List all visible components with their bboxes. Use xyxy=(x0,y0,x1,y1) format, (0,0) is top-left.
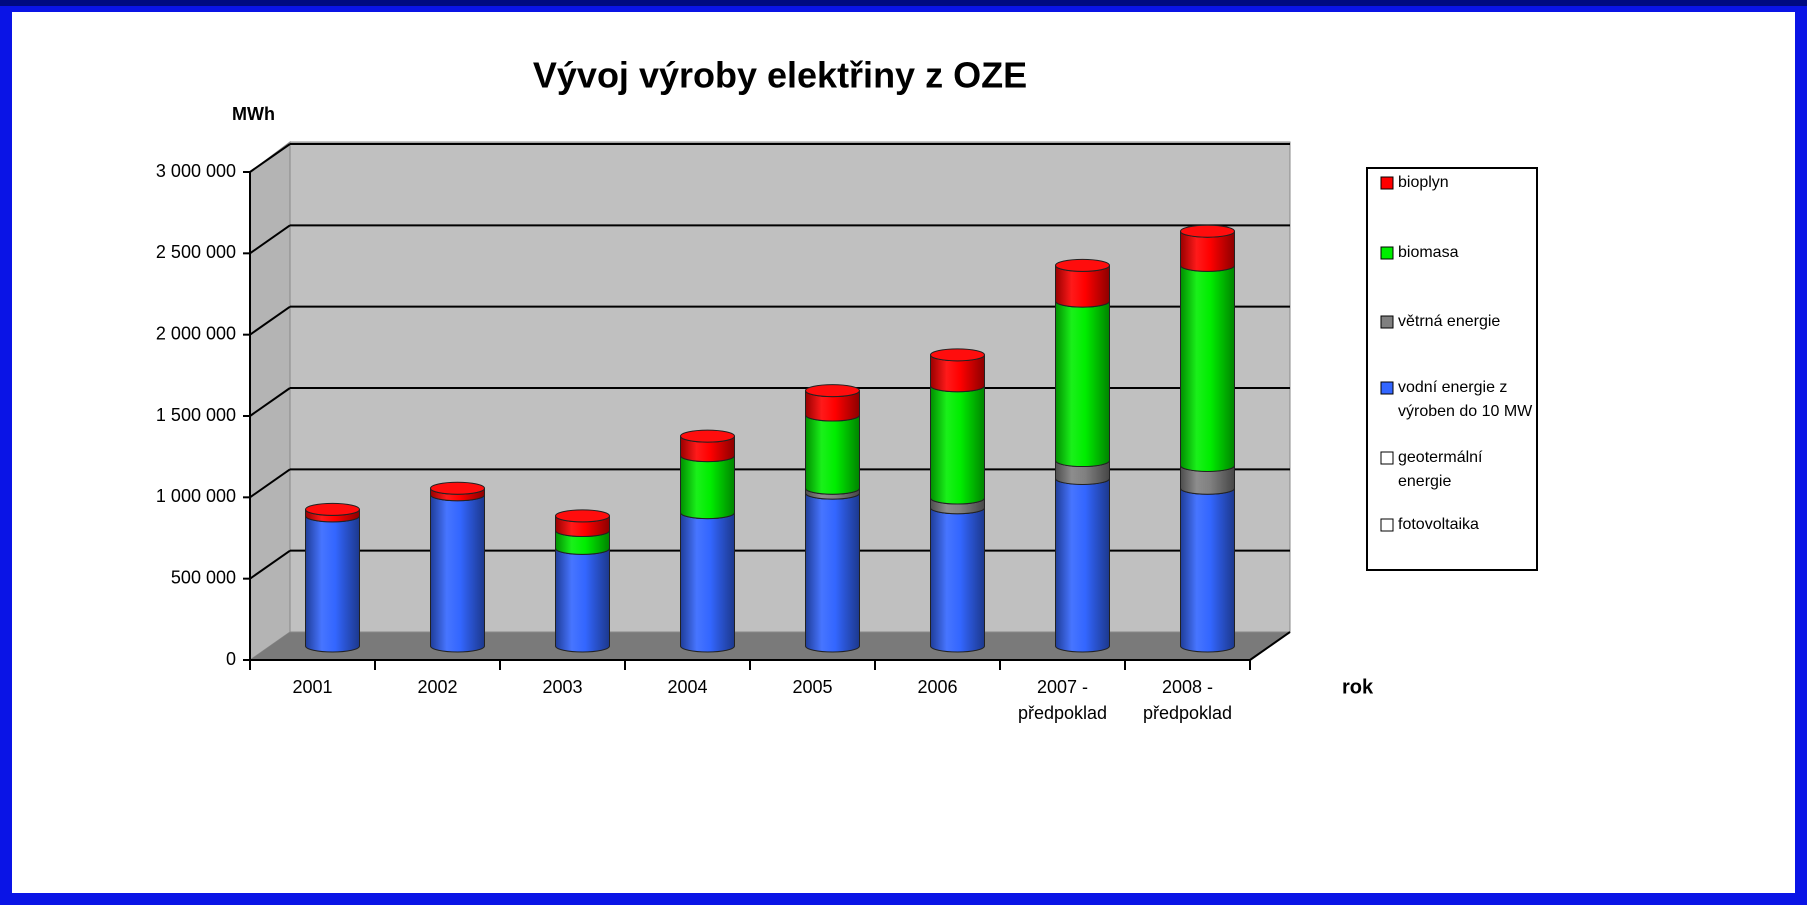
x-tick-label-box: 2005 xyxy=(792,677,833,697)
legend-label: geotermální energie xyxy=(1398,449,1483,490)
bar-cap xyxy=(680,429,735,443)
grid-line xyxy=(249,143,291,173)
grid-line xyxy=(249,224,291,255)
x-tick-label: 2006 xyxy=(917,677,958,697)
bar-cap xyxy=(930,348,985,362)
legend xyxy=(1366,167,1538,571)
y-tick-label: 1 000 000 xyxy=(156,486,236,506)
floor xyxy=(250,632,1290,660)
y-tick-label: 500 000 xyxy=(171,567,236,587)
legend-swatch xyxy=(1380,176,1394,190)
x-tick-label-box: 2004 xyxy=(667,677,708,697)
x-tick-label: 2001 xyxy=(292,677,333,697)
bar-cap xyxy=(430,481,485,495)
x-tick-label-box: 2003 xyxy=(542,677,583,697)
legend-label-box: větrná energie xyxy=(1398,313,1501,330)
bar-segment xyxy=(1180,265,1235,472)
legend-label: vodní energie z výroben do 10 MW xyxy=(1398,379,1533,420)
x-axis-label: rok xyxy=(1342,676,1374,698)
bar-cap xyxy=(1180,224,1235,238)
legend-label-box: geotermální energie xyxy=(1398,449,1483,490)
bar-segment xyxy=(1055,300,1110,468)
bar-segment xyxy=(680,512,735,653)
legend-label-box: vodní energie z výroben do 10 MW xyxy=(1398,379,1533,420)
y-tick-label: 2 000 000 xyxy=(156,323,236,343)
bar-segment xyxy=(805,492,860,653)
x-tick-label: 2003 xyxy=(542,677,583,697)
x-tick-label: 2005 xyxy=(792,677,833,697)
x-tick-label-box: 2002 xyxy=(417,677,458,697)
bar-segment xyxy=(1055,478,1110,653)
bar-segment xyxy=(555,548,610,653)
bar-cap xyxy=(1055,258,1110,272)
bar-cap xyxy=(805,384,860,398)
grid-line xyxy=(249,305,291,336)
x-tick-label: 2008 - předpoklad xyxy=(1142,677,1233,723)
legend-label: větrná energie xyxy=(1398,313,1501,330)
grid-line xyxy=(249,468,291,499)
grid-line xyxy=(249,549,291,580)
y-tick-label: 1 500 000 xyxy=(156,405,236,425)
y-tick-label: 3 000 000 xyxy=(156,161,236,181)
legend-swatch xyxy=(1380,381,1394,395)
bar-cap xyxy=(305,502,360,516)
back-wall xyxy=(250,142,1290,660)
legend-swatch xyxy=(1380,246,1394,260)
bar-segment xyxy=(430,494,485,653)
x-tick-label-box: 2007 - předpoklad xyxy=(1017,677,1108,723)
y-tick-label: 2 500 000 xyxy=(156,242,236,262)
frame-top xyxy=(0,0,1807,6)
legend-label-box: biomasa xyxy=(1398,244,1459,261)
bar-segment xyxy=(930,507,985,653)
x-tick-label: 2007 - předpoklad xyxy=(1017,677,1108,723)
x-tick-label-box: 2001 xyxy=(292,677,333,697)
grid-line xyxy=(249,387,291,417)
x-tick-label: 2002 xyxy=(417,677,458,697)
bar-segment xyxy=(680,455,735,520)
legend-swatch xyxy=(1380,451,1394,465)
legend-label: bioplyn xyxy=(1398,174,1449,191)
bar-segment xyxy=(805,414,860,495)
legend-label-box: fotovoltaika xyxy=(1398,516,1479,533)
bar-segment xyxy=(930,385,985,505)
y-axis-label: MWh xyxy=(232,104,275,124)
legend-swatch xyxy=(1380,315,1394,329)
legend-label: fotovoltaika xyxy=(1398,516,1479,533)
legend-label: biomasa xyxy=(1398,244,1459,261)
bar-segment xyxy=(1180,488,1235,653)
x-tick-label-box: 2006 xyxy=(917,677,958,697)
x-axis-depth xyxy=(1249,631,1291,661)
bar-segment xyxy=(305,515,360,653)
legend-label-box: bioplyn xyxy=(1398,174,1449,191)
chart-title: Vývoj výroby elektřiny z OZE xyxy=(533,55,1027,96)
x-tick-label: 2004 xyxy=(667,677,708,697)
legend-swatch xyxy=(1380,518,1394,532)
bar-cap xyxy=(555,509,610,523)
x-tick-label-box: 2008 - předpoklad xyxy=(1142,677,1233,723)
y-tick-label: 0 xyxy=(226,649,236,669)
